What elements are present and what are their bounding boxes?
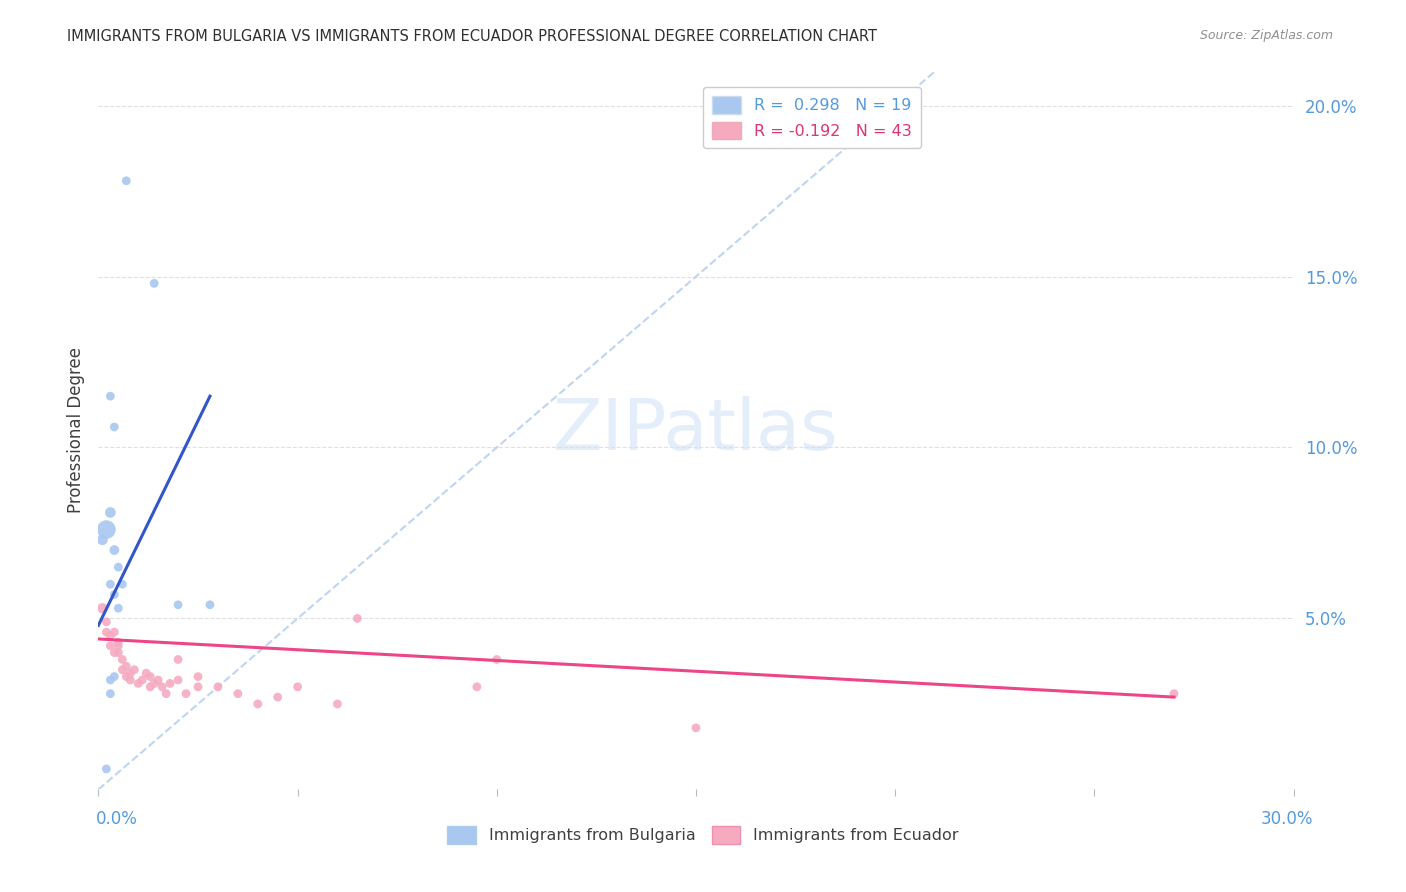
Point [111,652,134,666]
Point [120,673,142,687]
Point [207,680,229,694]
Point [115,174,138,188]
Point [107,639,129,653]
Point [107,635,129,649]
Point [120,666,142,681]
Point [685,721,707,735]
Point [155,687,177,701]
Text: ZIPatlas: ZIPatlas [553,396,839,465]
Point [485,652,508,666]
Point [139,669,162,683]
Point [96,762,118,776]
Y-axis label: Professional Degree: Professional Degree [66,347,84,514]
Point [127,676,149,690]
Point [326,697,349,711]
Point [111,663,134,677]
Point [107,646,129,660]
Point [103,420,125,434]
Point [96,625,118,640]
Point [287,680,309,694]
Point [167,598,190,612]
Point [103,625,125,640]
Point [98,389,122,403]
Point [346,611,368,625]
Point [167,673,190,687]
Point [198,598,221,612]
Point [98,577,122,591]
Point [98,687,122,701]
Point [98,639,122,653]
Point [187,669,209,683]
Point [98,673,122,687]
Point [91,601,114,615]
Legend: R =  0.298   N = 19, R = -0.192   N = 43: R = 0.298 N = 19, R = -0.192 N = 43 [703,87,921,148]
Point [148,673,170,687]
Point [115,669,138,683]
Point [91,533,114,547]
Point [139,680,162,694]
Point [187,680,209,694]
Point [115,659,138,673]
Point [226,687,249,701]
Point [96,523,118,537]
Point [107,560,129,574]
Point [167,652,190,666]
Point [124,663,146,677]
Point [150,680,173,694]
Point [111,577,134,591]
Point [103,588,125,602]
Point [159,676,181,690]
Point [174,687,197,701]
Point [103,669,125,683]
Point [96,615,118,629]
Point [103,646,125,660]
Text: IMMIGRANTS FROM BULGARIA VS IMMIGRANTS FROM ECUADOR PROFESSIONAL DEGREE CORRELAT: IMMIGRANTS FROM BULGARIA VS IMMIGRANTS F… [67,29,877,44]
Point [143,676,166,690]
Point [267,690,290,705]
Point [131,673,153,687]
Point [98,628,122,642]
Point [1163,687,1185,701]
Legend: Immigrants from Bulgaria, Immigrants from Ecuador: Immigrants from Bulgaria, Immigrants fro… [441,820,965,850]
Point [107,601,129,615]
Point [135,666,157,681]
Point [143,277,166,291]
Point [98,505,122,519]
Text: 0.0%: 0.0% [96,810,138,828]
Point [103,543,125,558]
Text: 30.0%: 30.0% [1261,810,1313,828]
Point [246,697,269,711]
Point [465,680,488,694]
Text: Source: ZipAtlas.com: Source: ZipAtlas.com [1199,29,1333,42]
